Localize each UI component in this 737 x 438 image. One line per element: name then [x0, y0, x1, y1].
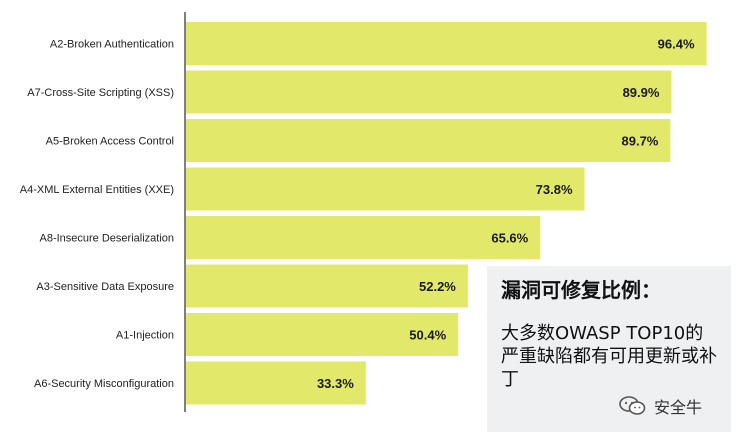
bar — [186, 119, 671, 162]
watermark-text: 安全牛 — [654, 398, 703, 417]
bar — [186, 216, 541, 259]
value-label: 33.3% — [317, 376, 354, 391]
bar — [186, 361, 366, 405]
category-label: A5-Broken Access Control — [46, 136, 174, 148]
value-label: 50.4% — [409, 328, 446, 343]
value-label: 52.2% — [419, 279, 456, 294]
category-label: A1-Injection — [116, 330, 174, 342]
category-label: A3-Sensitive Data Exposure — [36, 281, 174, 293]
note-title: 漏洞可修复比例： — [501, 278, 661, 302]
bar — [186, 313, 459, 356]
bar — [186, 22, 707, 65]
value-label: 73.8% — [536, 182, 573, 197]
value-label: 65.6% — [491, 231, 528, 246]
watermark: 安全牛 — [618, 394, 702, 418]
bars-layer: A2-Broken Authentication 96.4% A7-Cross-Si… — [20, 22, 707, 405]
value-label: 89.7% — [622, 134, 659, 149]
category-label: A6-Security Misconfiguration — [34, 378, 174, 390]
wechat-icon — [619, 396, 646, 415]
value-label: 96.4% — [658, 37, 695, 52]
category-label: A7-Cross-Site Scripting (XSS) — [27, 87, 174, 99]
note-box: 漏洞可修复比例： 大多数OWASP TOP10的严重缺陷都有可用更新或补丁 — [487, 266, 731, 432]
category-label: A4-XML External Entities (XXE) — [20, 184, 174, 196]
bar — [186, 167, 585, 211]
value-label: 89.9% — [623, 85, 660, 100]
bar — [186, 264, 468, 308]
category-label: A2-Broken Authentication — [50, 39, 174, 51]
note-body: 大多数OWASP TOP10的严重缺陷都有可用更新或补丁 — [501, 323, 717, 390]
category-label: A8-Insecure Deserialization — [39, 233, 174, 245]
bar — [186, 70, 672, 114]
